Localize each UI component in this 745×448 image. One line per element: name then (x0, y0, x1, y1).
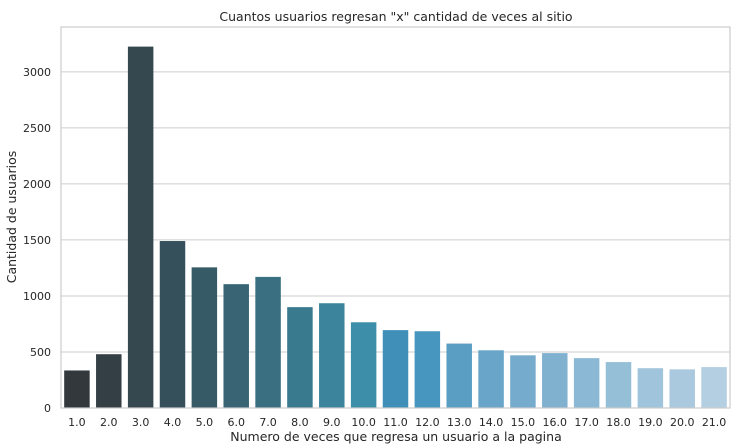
y-tick-label: 3000 (23, 66, 51, 79)
y-tick-label: 2500 (23, 122, 51, 135)
chart-title: Cuantos usuarios regresan "x" cantidad d… (219, 9, 572, 24)
bar (287, 307, 313, 408)
bars (64, 46, 727, 409)
y-tick-label: 500 (30, 346, 51, 359)
bar (191, 267, 218, 408)
bar (96, 354, 122, 408)
x-tick-label: 11.0 (383, 416, 408, 429)
x-tick-label: 17.0 (574, 416, 599, 429)
x-tick-label: 18.0 (606, 416, 631, 429)
bar (64, 370, 90, 408)
x-tick-label: 4.0 (164, 416, 182, 429)
bar (510, 355, 536, 408)
x-tick-label: 21.0 (702, 416, 727, 429)
y-tick-label: 2000 (23, 178, 51, 191)
x-tick-label: 1.0 (68, 416, 86, 429)
bar (637, 368, 664, 408)
x-tick-label: 8.0 (291, 416, 309, 429)
y-tick-label: 1500 (23, 234, 51, 247)
bar (159, 241, 186, 408)
x-tick-label: 5.0 (196, 416, 214, 429)
x-tick-label: 15.0 (511, 416, 536, 429)
x-tick-label: 16.0 (543, 416, 568, 429)
x-axis-label: Numero de veces que regresa un usuario a… (230, 429, 561, 444)
bar (223, 284, 249, 408)
x-tick-label: 6.0 (227, 416, 245, 429)
bar (446, 343, 472, 408)
x-tick-label: 9.0 (323, 416, 341, 429)
y-axis-label: Cantidad de usuarios (4, 151, 19, 284)
x-tick-label: 20.0 (670, 416, 695, 429)
x-tick-label: 10.0 (351, 416, 376, 429)
x-tick-label: 3.0 (132, 416, 150, 429)
bar (414, 331, 441, 408)
bar (701, 367, 727, 408)
y-tick-labels: 0 500 1000 1500 2000 2500 3000 (23, 66, 51, 415)
x-tick-label: 2.0 (100, 416, 118, 429)
x-tick-label: 12.0 (415, 416, 440, 429)
bar (478, 350, 504, 408)
bar (382, 330, 409, 408)
x-tick-label: 14.0 (479, 416, 504, 429)
x-tick-label: 13.0 (447, 416, 472, 429)
plot-frame (60, 26, 731, 409)
bar (605, 362, 632, 408)
bar (669, 369, 695, 408)
y-tick-label: 0 (44, 402, 51, 415)
bar (573, 358, 600, 408)
bar (255, 276, 281, 408)
x-tick-labels: 1.0 2.0 3.0 4.0 5.0 6.0 7.0 8.0 9.0 10.0 11.0 12.0 1… (68, 416, 726, 429)
y-tick-label: 1000 (23, 290, 51, 303)
bar (127, 46, 154, 409)
bar (350, 322, 377, 408)
bar (319, 303, 345, 408)
x-tick-label: 19.0 (638, 416, 663, 429)
x-tick-label: 7.0 (259, 416, 277, 429)
bar (542, 353, 568, 408)
